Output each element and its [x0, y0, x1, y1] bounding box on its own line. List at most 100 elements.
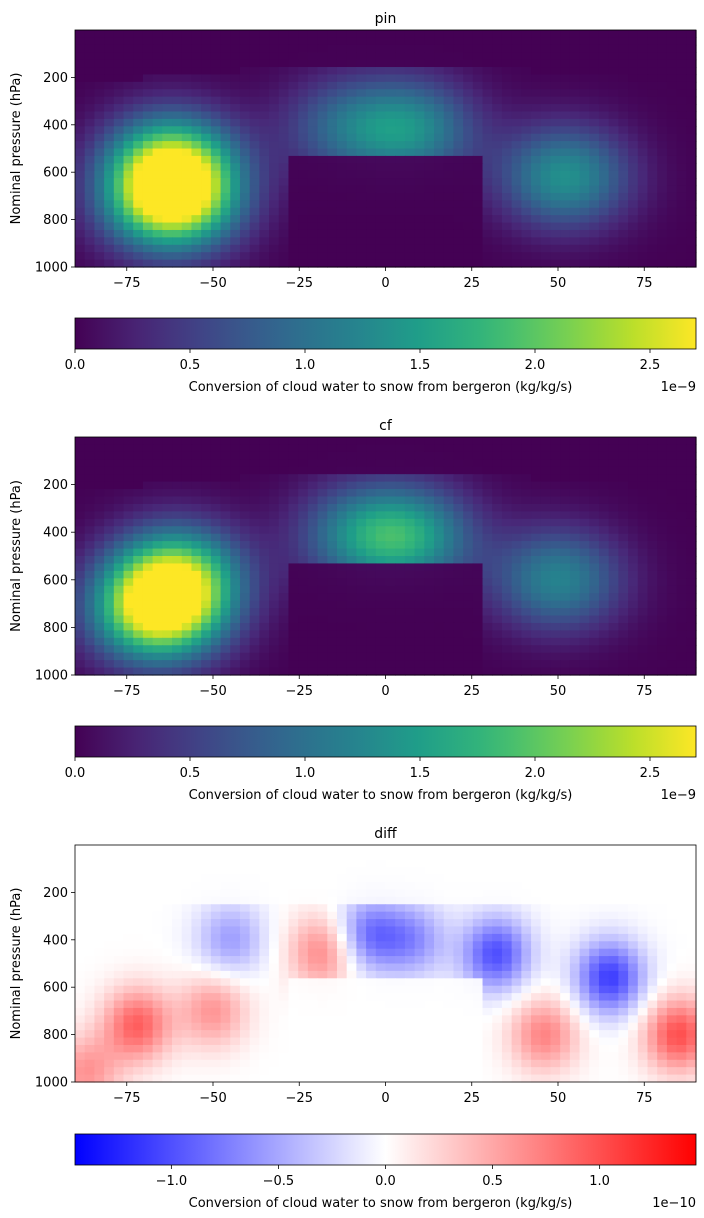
heatmap-cell	[569, 904, 581, 913]
heatmap-cell	[375, 133, 387, 142]
colorbar-offset-text: 1e−9	[661, 380, 696, 395]
heatmap-cell	[269, 111, 280, 120]
heatmap-cell	[230, 148, 241, 157]
heatmap-cell	[375, 874, 387, 883]
heatmap-cell	[259, 556, 270, 565]
heatmap-cell	[657, 474, 668, 483]
heatmap-cell	[550, 444, 561, 453]
heatmap-cell	[443, 192, 455, 201]
heatmap-cell	[482, 252, 493, 261]
heatmap-cell	[676, 615, 687, 624]
heatmap-cell	[647, 215, 658, 224]
heatmap-cell	[162, 30, 173, 39]
heatmap-cell	[385, 215, 396, 224]
heatmap-cell	[288, 437, 299, 446]
heatmap-cell	[346, 111, 357, 120]
heatmap-cell	[94, 882, 105, 891]
heatmap-cell	[443, 615, 455, 624]
heatmap-cell	[453, 104, 464, 113]
heatmap-cell	[443, 882, 455, 891]
heatmap-cell	[531, 459, 542, 468]
heatmap-cell	[327, 563, 338, 572]
heatmap-cell	[404, 67, 416, 76]
heatmap-cell	[472, 81, 484, 90]
heatmap-cell	[501, 889, 513, 898]
heatmap-cell	[278, 163, 290, 172]
heatmap-cell	[550, 889, 561, 898]
heatmap-cell	[424, 667, 435, 676]
heatmap-cell	[511, 163, 522, 172]
heatmap-cell	[172, 882, 183, 891]
heatmap-cell	[676, 511, 687, 520]
heatmap-cell	[482, 192, 493, 201]
heatmap-cell	[657, 96, 668, 105]
heatmap-cell	[356, 615, 367, 624]
heatmap-cell	[356, 74, 367, 83]
heatmap-cell	[443, 526, 455, 535]
heatmap-cell	[75, 645, 86, 654]
heatmap-cell	[75, 192, 86, 201]
heatmap-cell	[366, 44, 377, 53]
heatmap-cell	[404, 466, 416, 475]
heatmap-cell	[637, 845, 649, 854]
heatmap-cell	[569, 59, 581, 68]
heatmap-cell	[424, 645, 435, 654]
heatmap-cell	[181, 578, 193, 587]
heatmap-cell	[608, 526, 619, 535]
heatmap-cell	[375, 148, 387, 157]
heatmap-cell	[181, 44, 193, 53]
heatmap-cell	[472, 185, 484, 194]
heatmap-cell	[113, 667, 125, 676]
panel-cf: cf−75 −50 −25 0 25 50 752004006008001000Nomina…	[9, 418, 697, 803]
heatmap-cell	[142, 578, 154, 587]
heatmap-cell	[492, 645, 503, 654]
heatmap-cell	[657, 585, 668, 594]
heatmap-cell	[172, 496, 183, 505]
heatmap-cell	[550, 481, 561, 490]
heatmap-cell	[220, 518, 231, 527]
heatmap-cell	[172, 237, 183, 246]
heatmap-cell	[133, 622, 144, 631]
heatmap-cell	[492, 67, 503, 76]
heatmap-cell	[579, 126, 590, 135]
heatmap-cell	[298, 511, 309, 520]
heatmap-cell	[327, 185, 338, 194]
heatmap-cell	[540, 496, 552, 505]
heatmap-cell	[657, 444, 668, 453]
heatmap-cell	[424, 192, 435, 201]
heatmap-cell	[569, 229, 581, 238]
heatmap-cell	[288, 259, 299, 268]
heatmap-cell	[346, 904, 357, 913]
heatmap-cell	[521, 660, 532, 669]
heatmap-cell	[598, 155, 610, 164]
heatmap-cell	[579, 222, 590, 231]
heatmap-cell	[288, 503, 299, 512]
heatmap-cell	[511, 622, 522, 631]
heatmap-cell	[589, 141, 600, 150]
heatmap-cell	[540, 466, 552, 475]
heatmap-cell	[133, 667, 144, 676]
heatmap-cell	[628, 81, 639, 90]
heatmap-cell	[676, 489, 687, 498]
heatmap-cell	[75, 496, 86, 505]
heatmap-cell	[482, 207, 493, 216]
heatmap-cell	[172, 74, 183, 83]
heatmap-cell	[618, 911, 629, 920]
heatmap-cell	[443, 185, 455, 194]
heatmap-cell	[288, 229, 299, 238]
heatmap-cell	[94, 593, 105, 602]
heatmap-cell	[404, 911, 416, 920]
heatmap-cell	[676, 911, 687, 920]
heatmap-cell	[191, 889, 202, 898]
heatmap-cell	[317, 578, 328, 587]
heatmap-cell	[531, 867, 542, 876]
heatmap-cell	[657, 919, 668, 928]
heatmap-cell	[288, 889, 299, 898]
heatmap-cell	[686, 882, 697, 891]
heatmap-cell	[104, 933, 115, 942]
heatmap-cell	[453, 163, 464, 172]
heatmap-cell	[94, 630, 105, 639]
heatmap-cell	[579, 185, 590, 194]
heatmap-cell	[511, 259, 522, 268]
heatmap-cell	[560, 229, 571, 238]
